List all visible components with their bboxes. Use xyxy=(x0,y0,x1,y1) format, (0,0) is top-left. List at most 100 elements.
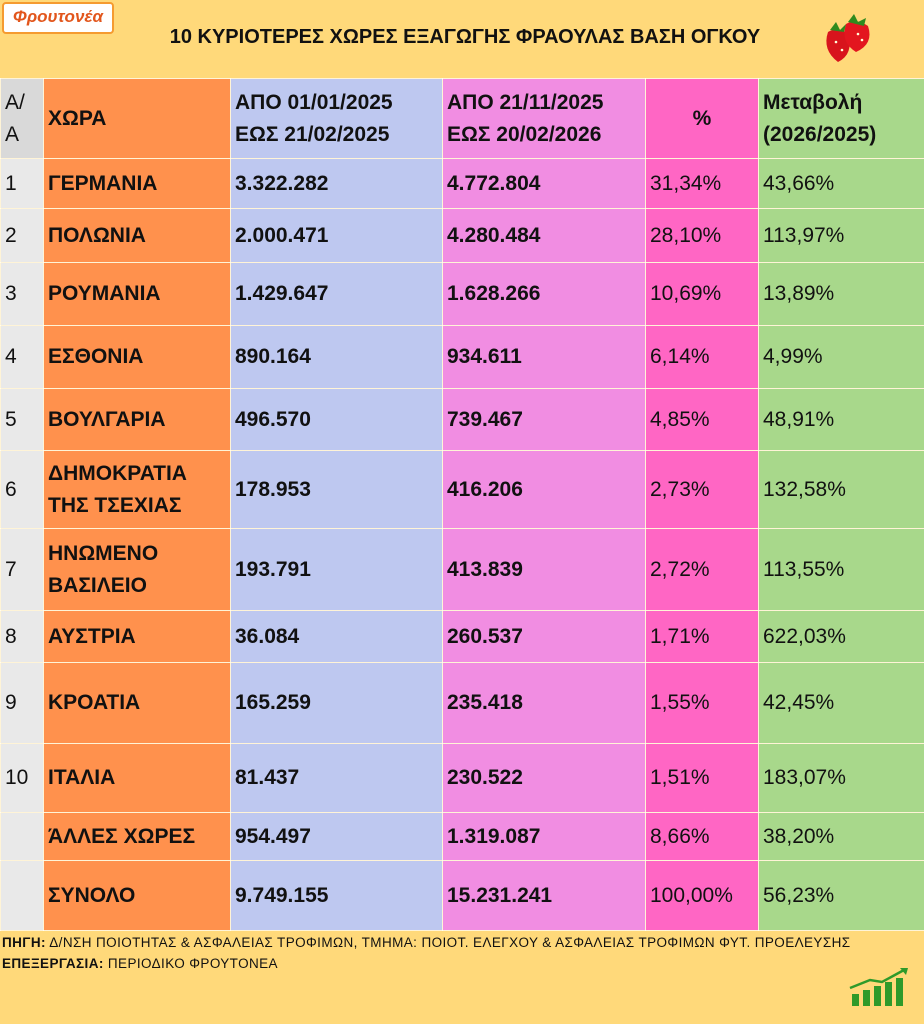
table-cell: 5 xyxy=(0,388,44,451)
column-header: Α/ Α xyxy=(0,78,44,159)
column-header: % xyxy=(645,78,759,159)
logo: Φρουτονέα xyxy=(2,2,114,34)
table-cell: 38,20% xyxy=(758,812,924,861)
table-cell: ΒΟΥΛΓΑΡΙΑ xyxy=(43,388,231,451)
table-cell: 6 xyxy=(0,450,44,529)
table-cell xyxy=(0,860,44,931)
table-cell: 1.628.266 xyxy=(442,262,646,326)
table-row: 7 ΗΝΩΜΕΝΟ ΒΑΣΙΛΕΙΟ 193.791 413.839 2,72% 113,… xyxy=(0,528,924,611)
table-cell: ΕΣΘΟΝΙΑ xyxy=(43,325,231,389)
table-cell: ΚΡΟΑΤΙΑ xyxy=(43,662,231,744)
table-cell: ΡΟΥΜΑΝΙΑ xyxy=(43,262,231,326)
table-cell: 4.772.804 xyxy=(442,158,646,209)
table-cell: 48,91% xyxy=(758,388,924,451)
table-cell: ΔΗΜΟΚΡΑΤΙΑ ΤΗΣ ΤΣΕΧΙΑΣ xyxy=(43,450,231,529)
table-cell: 113,97% xyxy=(758,208,924,263)
table-cell: 1.429.647 xyxy=(230,262,443,326)
table-cell: 2.000.471 xyxy=(230,208,443,263)
table-cell: 4,85% xyxy=(645,388,759,451)
table-cell: 4 xyxy=(0,325,44,389)
strawberry-icon xyxy=(826,14,870,62)
table-cell: 3.322.282 xyxy=(230,158,443,209)
growth-icon xyxy=(849,968,908,1006)
table-cell: 100,00% xyxy=(645,860,759,931)
table-cell: ΓΕΡΜΑΝΙΑ xyxy=(43,158,231,209)
table-cell: ΣΥΝΟΛΟ xyxy=(43,860,231,931)
table-cell: 2 xyxy=(0,208,44,263)
table-cell: 2,72% xyxy=(645,528,759,611)
table-cell: 193.791 xyxy=(230,528,443,611)
table-row: 8 ΑΥΣΤΡΙΑ 36.084 260.537 1,71% 622,03% xyxy=(0,610,924,663)
table-cell: 43,66% xyxy=(758,158,924,209)
table-cell: 890.164 xyxy=(230,325,443,389)
table-cell: 1,51% xyxy=(645,743,759,813)
source-line: ΠΗΓΗ: Δ/ΝΣΗ ΠΟΙΟΤΗΤΑΣ & ΑΣΦΑΛΕΙΑΣ ΤΡΟΦΙΜ… xyxy=(2,932,918,953)
table-cell: 113,55% xyxy=(758,528,924,611)
table-cell: 132,58% xyxy=(758,450,924,529)
table-cell: 10,69% xyxy=(645,262,759,326)
table-cell: 81.437 xyxy=(230,743,443,813)
table-cell: 9 xyxy=(0,662,44,744)
table-cell: 8,66% xyxy=(645,812,759,861)
table-cell: ΗΝΩΜΕΝΟ ΒΑΣΙΛΕΙΟ xyxy=(43,528,231,611)
table-cell: 7 xyxy=(0,528,44,611)
table-row: 4 ΕΣΘΟΝΙΑ 890.164 934.611 6,14% 4,99% xyxy=(0,325,924,389)
table-cell: ΠΟΛΩΝΙΑ xyxy=(43,208,231,263)
footer: ΠΗΓΗ: Δ/ΝΣΗ ΠΟΙΟΤΗΤΑΣ & ΑΣΦΑΛΕΙΑΣ ΤΡΟΦΙΜ… xyxy=(0,932,918,974)
table-cell: 165.259 xyxy=(230,662,443,744)
column-header: ΑΠΟ 21/11/2025 ΕΩΣ 20/02/2026 xyxy=(442,78,646,159)
table-row: 9 ΚΡΟΑΤΙΑ 165.259 235.418 1,55% 42,45% xyxy=(0,662,924,744)
table-cell: 2,73% xyxy=(645,450,759,529)
table-row: ΆΛΛΕΣ ΧΩΡΕΣ 954.497 1.319.087 8,66% 38,20% xyxy=(0,812,924,861)
table-row: 2 ΠΟΛΩΝΙΑ 2.000.471 4.280.484 28,10% 113,97% xyxy=(0,208,924,263)
table-cell: ΙΤΑΛΙΑ xyxy=(43,743,231,813)
table-cell: 10 xyxy=(0,743,44,813)
table-cell: 230.522 xyxy=(442,743,646,813)
table-cell: 6,14% xyxy=(645,325,759,389)
table-cell: 28,10% xyxy=(645,208,759,263)
table-cell: 1 xyxy=(0,158,44,209)
column-header: ΑΠΟ 01/01/2025 ΕΩΣ 21/02/2025 xyxy=(230,78,443,159)
processing-label: ΕΠΕΞΕΡΓΑΣΙΑ: xyxy=(2,956,104,971)
table-cell: 1,71% xyxy=(645,610,759,663)
table-row: 10 ΙΤΑΛΙΑ 81.437 230.522 1,51% 183,07% xyxy=(0,743,924,813)
table-row: 3 ΡΟΥΜΑΝΙΑ 1.429.647 1.628.266 10,69% 13,89% xyxy=(0,262,924,326)
table-cell: 183,07% xyxy=(758,743,924,813)
table-cell: 235.418 xyxy=(442,662,646,744)
table-cell: 622,03% xyxy=(758,610,924,663)
column-header: ΧΩΡΑ xyxy=(43,78,231,159)
table-cell: 1.319.087 xyxy=(442,812,646,861)
table-cell: 31,34% xyxy=(645,158,759,209)
table-row: 5 ΒΟΥΛΓΑΡΙΑ 496.570 739.467 4,85% 48,91% xyxy=(0,388,924,451)
table-cell: 739.467 xyxy=(442,388,646,451)
table-cell: ΆΛΛΕΣ ΧΩΡΕΣ xyxy=(43,812,231,861)
table-cell: 4.280.484 xyxy=(442,208,646,263)
table-row: 1 ΓΕΡΜΑΝΙΑ 3.322.282 4.772.804 31,34% 43,66% xyxy=(0,158,924,209)
table-cell: 934.611 xyxy=(442,325,646,389)
table-cell xyxy=(0,812,44,861)
source-label: ΠΗΓΗ: xyxy=(2,935,46,950)
table-cell: 496.570 xyxy=(230,388,443,451)
processing: ΠΕΡΙΟΔΙΚΟ ΦΡΟΥΤΟΝΕΑ xyxy=(107,956,278,971)
table-cell: 178.953 xyxy=(230,450,443,529)
table-cell: 56,23% xyxy=(758,860,924,931)
table-row: ΣΥΝΟΛΟ 9.749.155 15.231.241 100,00% 56,23% xyxy=(0,860,924,931)
table-cell: 413.839 xyxy=(442,528,646,611)
table-cell: 13,89% xyxy=(758,262,924,326)
header-row: Α/ Α ΧΩΡΑ ΑΠΟ 01/01/2025 ΕΩΣ 21/02/2025 ΑΠΟ… xyxy=(0,78,924,159)
source: Δ/ΝΣΗ ΠΟΙΟΤΗΤΑΣ & ΑΣΦΑΛΕΙΑΣ ΤΡΟΦΙΜΩΝ, ΤΜ… xyxy=(49,935,851,950)
processing-line: ΕΠΕΞΕΡΓΑΣΙΑ: ΠΕΡΙΟΔΙΚΟ ΦΡΟΥΤΟΝΕΑ xyxy=(2,953,918,974)
table-cell: 8 xyxy=(0,610,44,663)
table-cell: 260.537 xyxy=(442,610,646,663)
table-cell: 416.206 xyxy=(442,450,646,529)
table-cell: 4,99% xyxy=(758,325,924,389)
table-cell: 3 xyxy=(0,262,44,326)
table-cell: 36.084 xyxy=(230,610,443,663)
title: 10 ΚΥΡΙΟΤΕΡΕΣ ΧΩΡΕΣ ΕΞΑΓΩΓΗΣ ΦΡΑΟΥΛΑΣ ΒΑ… xyxy=(169,26,761,48)
table-cell: 1,55% xyxy=(645,662,759,744)
table-cell: 15.231.241 xyxy=(442,860,646,931)
table-cell: 9.749.155 xyxy=(230,860,443,931)
table-cell: 954.497 xyxy=(230,812,443,861)
table-cell: 42,45% xyxy=(758,662,924,744)
